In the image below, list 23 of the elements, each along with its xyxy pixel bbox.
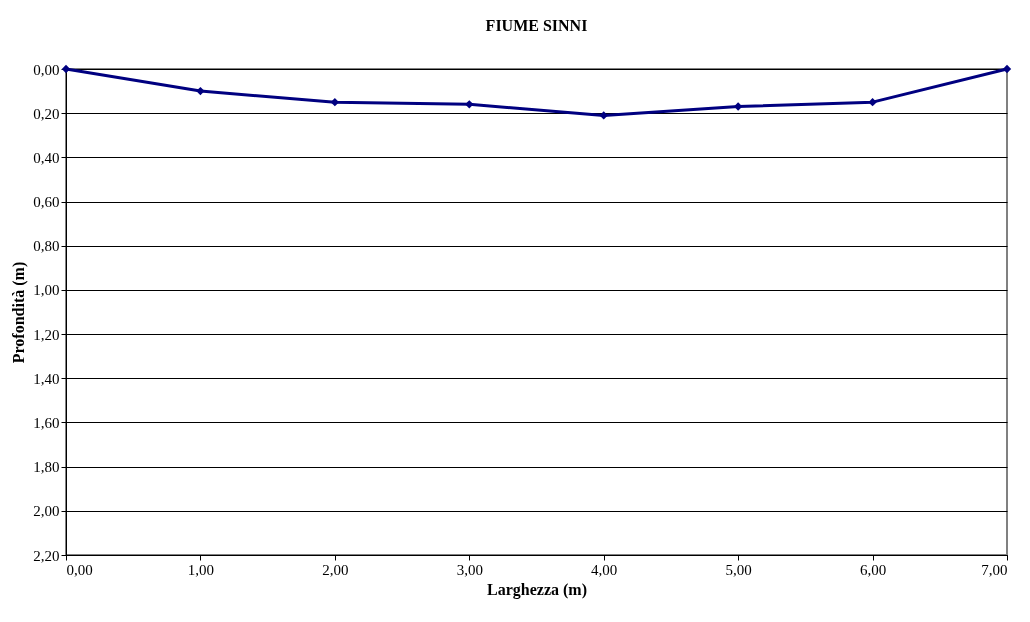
- y-tick-label: 0,40: [33, 149, 60, 166]
- y-tick-label: 2,00: [33, 503, 60, 520]
- y-tick-label: 0,00: [33, 61, 60, 78]
- y-tick-label: 0,80: [33, 238, 60, 255]
- x-tick-label: 0,00: [66, 561, 93, 578]
- y-tick-label: 2,20: [33, 547, 60, 564]
- x-tick-label: 2,00: [322, 561, 349, 578]
- chart-title: FIUME SINNI: [485, 17, 588, 34]
- y-tick-label: 1,80: [33, 459, 60, 476]
- x-tick-label: 7,00: [981, 561, 1008, 578]
- x-tick-label: 3,00: [456, 561, 483, 578]
- x-tick-label: 5,00: [725, 561, 752, 578]
- y-tick-label: 0,60: [33, 194, 60, 211]
- y-tick-label: 1,20: [33, 326, 60, 343]
- y-tick-label: 0,20: [33, 105, 60, 122]
- y-axis-title: Profondità (m): [10, 261, 29, 364]
- x-axis-title: Larghezza (m): [487, 580, 587, 599]
- x-tick-label: 4,00: [591, 561, 618, 578]
- y-tick-label: 1,60: [33, 414, 60, 431]
- x-tick-label: 6,00: [859, 561, 887, 578]
- y-tick-label: 1,40: [33, 370, 60, 387]
- y-tick-label: 1,00: [33, 282, 60, 299]
- x-tick-label: 1,00: [187, 561, 215, 578]
